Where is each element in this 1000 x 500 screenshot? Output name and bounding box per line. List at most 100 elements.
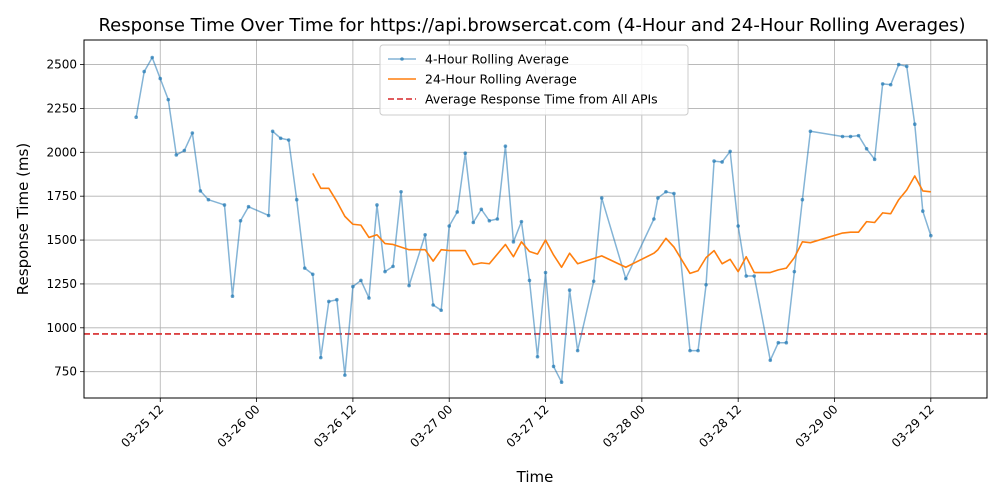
legend: 4-Hour Rolling Average 24-Hour Rolling Av… bbox=[379, 44, 689, 116]
data-point-4-hour bbox=[310, 272, 315, 277]
series bbox=[134, 55, 933, 385]
data-point-4-hour bbox=[487, 218, 492, 223]
data-point-4-hour bbox=[652, 217, 656, 221]
legend-label: 24-Hour Rolling Average bbox=[425, 72, 577, 87]
data-point-4-hour bbox=[302, 266, 307, 270]
data-point-4-hour bbox=[327, 299, 331, 304]
data-point-4-hour bbox=[391, 264, 395, 269]
data-point-4-hour bbox=[318, 355, 323, 360]
data-point-4-hour bbox=[150, 55, 155, 60]
data-point-4-hour bbox=[800, 197, 805, 202]
data-point-4-hour bbox=[134, 115, 138, 120]
data-point-4-hour bbox=[704, 283, 708, 287]
data-point-4-hour bbox=[479, 207, 484, 212]
data-point-4-hour bbox=[696, 348, 700, 353]
data-point-4-hour bbox=[399, 189, 403, 194]
legend-box bbox=[379, 44, 689, 116]
grid bbox=[84, 40, 987, 398]
data-point-4-hour bbox=[190, 131, 195, 135]
data-point-4-hour bbox=[455, 210, 460, 214]
data-point-4-hour bbox=[624, 276, 628, 281]
data-point-4-hour bbox=[664, 189, 668, 194]
data-point-4-hour bbox=[503, 144, 508, 148]
data-point-4-hour bbox=[206, 197, 211, 202]
data-point-4-hour bbox=[720, 160, 724, 164]
data-point-4-hour bbox=[744, 274, 748, 278]
data-point-4-hour bbox=[238, 218, 243, 223]
data-point-4-hour bbox=[792, 269, 797, 274]
data-point-4-hour bbox=[920, 209, 925, 213]
data-point-4-hour bbox=[688, 348, 692, 353]
data-point-4-hour bbox=[343, 373, 347, 377]
data-point-4-hour bbox=[848, 134, 853, 139]
data-point-4-hour bbox=[166, 97, 171, 102]
data-point-4-hour bbox=[567, 288, 572, 292]
data-point-4-hour bbox=[784, 340, 789, 345]
data-point-4-hour bbox=[431, 303, 435, 307]
data-point-4-hour bbox=[736, 224, 740, 228]
y-tick-label: 1000 bbox=[46, 321, 77, 335]
y-tick-label: 1250 bbox=[46, 277, 77, 291]
data-point-4-hour bbox=[527, 278, 532, 283]
data-point-4-hour bbox=[856, 133, 861, 138]
x-axis-label: Time bbox=[516, 468, 554, 486]
series-line-24-hour bbox=[312, 172, 931, 275]
data-point-4-hour bbox=[423, 232, 427, 237]
data-point-4-hour bbox=[463, 151, 468, 155]
data-point-4-hour bbox=[367, 296, 371, 300]
data-point-4-hour bbox=[656, 196, 660, 200]
data-point-4-hour bbox=[776, 340, 781, 345]
legend-label: 4-Hour Rolling Average bbox=[425, 52, 569, 67]
data-point-4-hour bbox=[383, 269, 387, 274]
data-point-4-hour bbox=[768, 358, 773, 363]
data-point-4-hour bbox=[808, 129, 813, 134]
y-tick-label: 1750 bbox=[46, 189, 77, 203]
data-point-4-hour bbox=[158, 76, 163, 81]
y-tick-label: 2000 bbox=[46, 145, 77, 159]
data-point-4-hour bbox=[672, 191, 676, 196]
data-point-4-hour bbox=[591, 279, 596, 284]
data-point-4-hour bbox=[752, 274, 757, 278]
data-point-4-hour bbox=[278, 136, 283, 141]
plot-frame bbox=[83, 39, 988, 399]
y-axis-ticks: 750 1000 1250 1500 1750 2000 2250 2500 bbox=[46, 58, 84, 379]
legend-label: Average Response Time from All APIs bbox=[425, 92, 658, 107]
data-point-4-hour bbox=[375, 203, 379, 207]
data-point-4-hour bbox=[198, 189, 203, 193]
data-point-4-hour bbox=[266, 213, 271, 218]
y-tick-label: 2250 bbox=[46, 101, 77, 115]
data-point-4-hour bbox=[904, 64, 909, 69]
data-point-4-hour bbox=[294, 197, 299, 202]
data-point-4-hour bbox=[222, 203, 227, 207]
data-point-4-hour bbox=[270, 129, 275, 134]
data-point-4-hour bbox=[182, 148, 187, 153]
data-point-4-hour bbox=[912, 122, 917, 127]
data-point-4-hour bbox=[728, 149, 732, 154]
y-tick-label: 750 bbox=[54, 365, 77, 379]
data-point-4-hour bbox=[230, 294, 235, 299]
data-point-4-hour bbox=[864, 147, 869, 151]
data-point-4-hour bbox=[447, 224, 452, 228]
legend-marker-4-hour bbox=[400, 57, 404, 61]
data-point-4-hour bbox=[471, 220, 476, 225]
data-point-4-hour bbox=[174, 153, 179, 157]
data-point-4-hour bbox=[407, 283, 411, 288]
data-point-4-hour bbox=[535, 354, 540, 359]
data-point-4-hour bbox=[439, 308, 443, 313]
y-tick-label: 1500 bbox=[46, 233, 77, 247]
y-tick-label: 2500 bbox=[46, 58, 77, 72]
data-point-4-hour bbox=[712, 159, 716, 163]
data-point-4-hour bbox=[599, 196, 604, 200]
data-point-4-hour bbox=[511, 240, 516, 244]
data-point-4-hour bbox=[351, 284, 355, 289]
data-point-4-hour bbox=[335, 297, 339, 302]
data-point-4-hour bbox=[543, 270, 548, 275]
data-point-4-hour bbox=[840, 134, 845, 139]
data-point-4-hour bbox=[575, 348, 580, 353]
data-point-4-hour bbox=[551, 364, 556, 369]
data-point-4-hour bbox=[888, 82, 893, 87]
chart-title: Response Time Over Time for https://api.… bbox=[98, 15, 965, 36]
data-point-4-hour bbox=[559, 380, 564, 385]
data-point-4-hour bbox=[896, 62, 901, 67]
